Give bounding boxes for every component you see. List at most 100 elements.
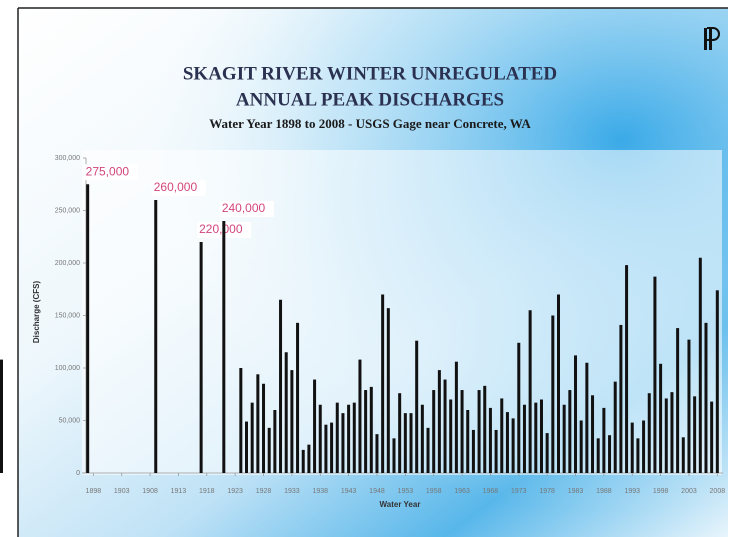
chart-title: SKAGIT RIVER WINTER UNREGULATED	[183, 63, 557, 84]
bar	[681, 437, 685, 473]
bar	[483, 385, 487, 473]
bar	[245, 421, 249, 473]
bar	[534, 402, 538, 473]
y-tick-label: 100,000	[55, 365, 80, 372]
x-tick-label: 1913	[171, 488, 187, 495]
x-tick-label: 1958	[426, 488, 442, 495]
y-tick-label: 50,000	[59, 417, 81, 424]
bar	[86, 184, 90, 473]
bar	[369, 386, 373, 473]
bar	[335, 402, 339, 473]
chart-title-line2: ANNUAL PEAK DISCHARGES	[236, 89, 504, 110]
bar	[352, 402, 356, 473]
value-label: 275,000	[86, 164, 130, 178]
bar	[659, 363, 663, 473]
bar	[0, 359, 3, 473]
bar	[301, 449, 305, 473]
bar	[664, 398, 668, 473]
bar	[545, 433, 549, 473]
bar	[608, 435, 612, 473]
bar	[715, 290, 719, 473]
y-tick-label: 0	[76, 470, 80, 477]
bar	[454, 361, 458, 473]
bar	[511, 418, 515, 473]
bar	[375, 434, 379, 473]
bar	[471, 429, 475, 473]
y-tick-label: 150,000	[55, 312, 80, 319]
bar	[443, 379, 447, 473]
bar	[488, 407, 492, 473]
bar	[466, 410, 470, 473]
bar	[409, 413, 413, 473]
bar	[420, 404, 424, 473]
x-tick-label: 1938	[312, 488, 328, 495]
x-tick-label: 1918	[199, 488, 215, 495]
bar	[199, 242, 203, 473]
bar	[636, 438, 640, 473]
x-tick-label: 1978	[539, 488, 555, 495]
value-label: 260,000	[154, 180, 198, 194]
bar	[710, 401, 714, 473]
bar	[676, 328, 680, 473]
x-tick-label: 1963	[454, 488, 470, 495]
bar	[398, 393, 402, 473]
bar	[477, 390, 481, 473]
bar	[602, 407, 606, 473]
bar	[551, 315, 555, 473]
x-tick-label: 1993	[624, 488, 640, 495]
x-tick-label: 2003	[681, 488, 697, 495]
bar	[415, 340, 419, 473]
x-tick-label: 1928	[256, 488, 272, 495]
bar	[642, 420, 646, 473]
x-axis-label: Water Year	[380, 500, 421, 509]
bar	[296, 322, 300, 473]
bar	[330, 422, 334, 473]
value-label-bg	[83, 164, 138, 181]
x-tick-label: 1968	[483, 488, 499, 495]
bar	[619, 324, 623, 473]
bar	[392, 438, 396, 473]
bar	[307, 444, 311, 473]
bar	[522, 404, 526, 473]
bar	[364, 390, 368, 473]
bar	[222, 221, 226, 473]
y-tick-label: 300,000	[55, 155, 80, 162]
x-tick-label: 1953	[398, 488, 414, 495]
bar	[358, 359, 362, 473]
chart-subtitle: Water Year 1898 to 2008 - USGS Gage near…	[209, 116, 531, 131]
y-tick-label: 250,000	[55, 207, 80, 214]
bar	[505, 412, 509, 473]
bar	[556, 294, 560, 473]
x-tick-label: 1983	[568, 488, 584, 495]
bar	[460, 390, 464, 473]
bar	[403, 413, 407, 473]
bar	[324, 424, 328, 473]
x-tick-label: 1943	[341, 488, 357, 495]
bar	[426, 427, 430, 473]
bar	[273, 410, 277, 473]
bar	[574, 355, 578, 473]
x-tick-label: 1973	[511, 488, 527, 495]
bar	[670, 392, 674, 473]
bar	[647, 393, 651, 473]
y-axis-label: Discharge (CFS)	[32, 281, 41, 344]
bar	[625, 265, 629, 473]
value-label-bg	[219, 201, 274, 217]
bar	[154, 200, 158, 473]
value-label: 240,000	[222, 201, 266, 215]
bar	[239, 368, 243, 473]
x-tick-label: 1898	[86, 488, 102, 495]
x-tick-label: 1998	[653, 488, 669, 495]
x-tick-label: 1923	[227, 488, 243, 495]
logo	[704, 27, 720, 50]
x-tick-label: 2008	[710, 488, 726, 495]
bar	[687, 339, 691, 473]
bar	[262, 383, 266, 473]
bar	[290, 370, 294, 473]
bar	[585, 362, 589, 473]
x-tick-label: 1908	[142, 488, 158, 495]
x-tick-label: 1988	[596, 488, 612, 495]
y-tick-label: 200,000	[55, 260, 80, 267]
bar	[494, 429, 498, 473]
